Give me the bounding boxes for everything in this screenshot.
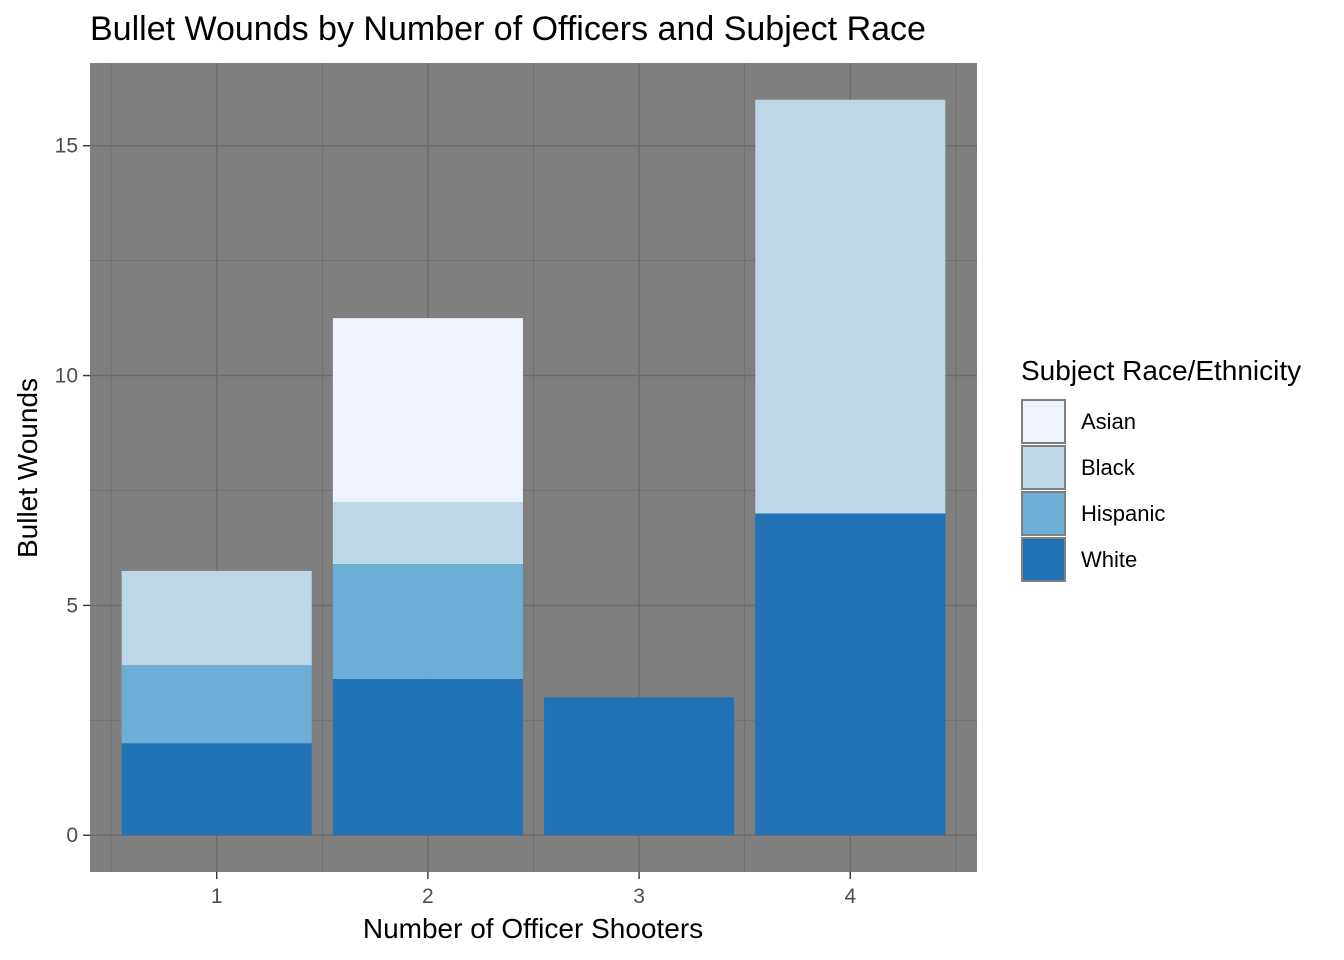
x-tick-label: 1 bbox=[211, 885, 223, 908]
bar-2-asian bbox=[332, 318, 523, 502]
y-axis-title: Bullet Wounds bbox=[12, 378, 43, 558]
bar-4-black bbox=[755, 99, 946, 514]
bars bbox=[121, 99, 946, 836]
legend-key-white bbox=[1023, 539, 1064, 580]
x-axis-title: Number of Officer Shooters bbox=[363, 913, 703, 944]
chart-title: Bullet Wounds by Number of Officers and … bbox=[90, 10, 926, 48]
legend-key-asian bbox=[1023, 401, 1064, 442]
x-axis: 1 2 3 4 bbox=[211, 872, 856, 908]
x-tick-label: 3 bbox=[633, 885, 645, 908]
bar-4-white bbox=[755, 513, 946, 836]
y-axis: 0 5 10 15 bbox=[55, 135, 90, 847]
bar-1-hispanic bbox=[121, 665, 312, 744]
legend-label-hispanic: Hispanic bbox=[1081, 501, 1165, 526]
bar-3-white bbox=[544, 697, 735, 836]
legend-key-black bbox=[1023, 447, 1064, 488]
y-tick-label: 5 bbox=[66, 594, 78, 617]
legend-label-white: White bbox=[1081, 547, 1137, 572]
x-tick-label: 4 bbox=[844, 885, 856, 908]
legend: Subject Race/Ethnicity Asian Black Hispani… bbox=[1021, 355, 1301, 582]
y-tick-label: 10 bbox=[55, 365, 78, 388]
bar-2-hispanic bbox=[332, 564, 523, 679]
bar-1-white bbox=[121, 743, 312, 836]
bar-2-black bbox=[332, 501, 523, 565]
x-tick-label: 2 bbox=[422, 885, 434, 908]
legend-label-asian: Asian bbox=[1081, 409, 1136, 434]
legend-key-hispanic bbox=[1023, 493, 1064, 534]
y-tick-label: 0 bbox=[66, 824, 78, 847]
bar-2-white bbox=[332, 678, 523, 836]
y-tick-label: 15 bbox=[55, 135, 78, 158]
legend-label-black: Black bbox=[1081, 455, 1136, 480]
bar-1-black bbox=[121, 570, 312, 666]
legend-title: Subject Race/Ethnicity bbox=[1021, 355, 1301, 386]
